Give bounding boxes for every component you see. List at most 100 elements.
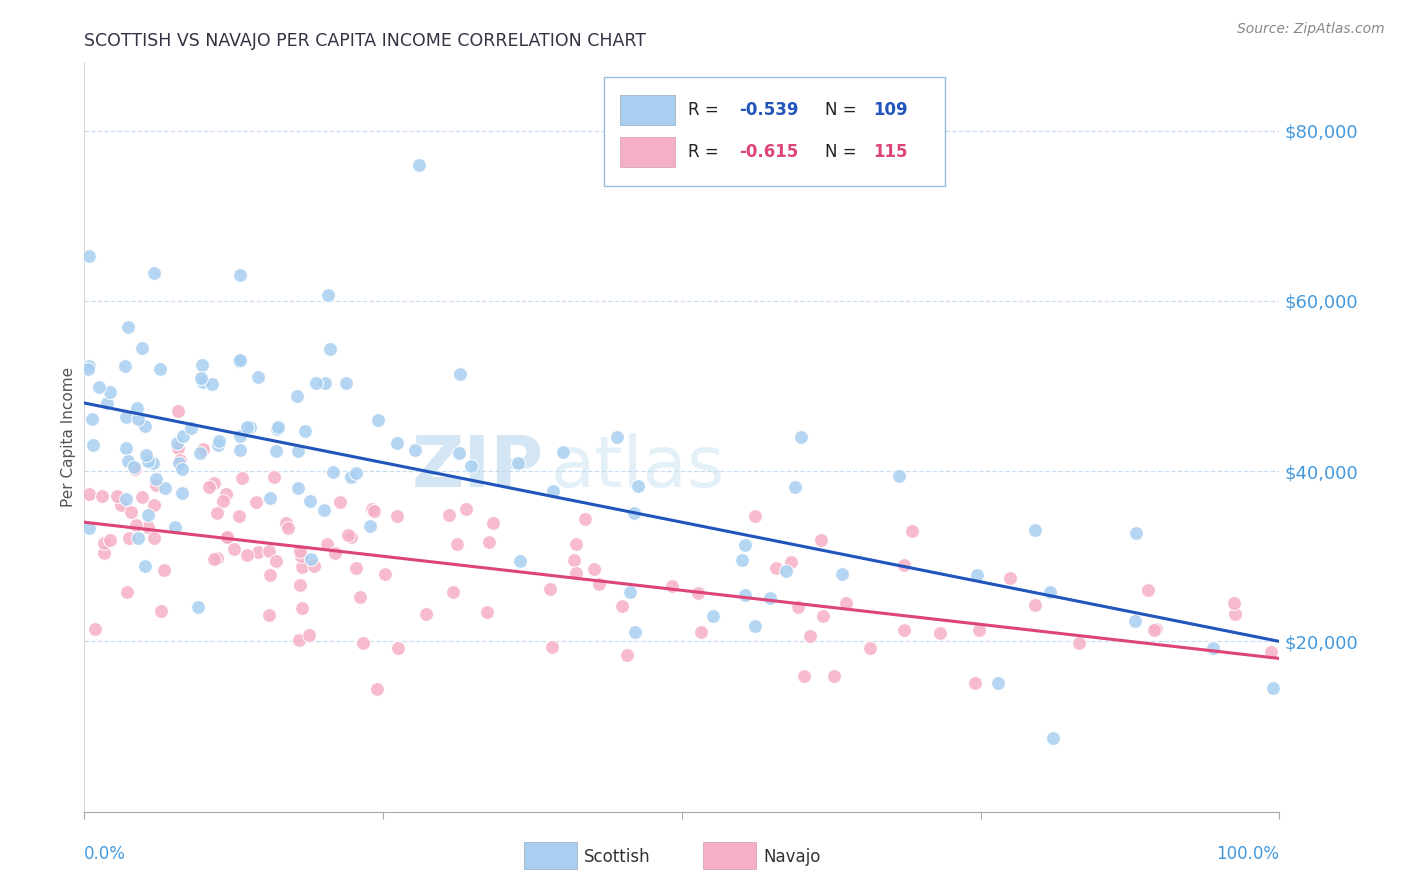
Point <box>439 508 461 522</box>
Point <box>765 561 787 575</box>
Text: 109: 109 <box>873 101 908 119</box>
Point <box>966 567 988 582</box>
Point <box>624 624 647 639</box>
Point <box>323 545 346 559</box>
Point <box>610 599 633 614</box>
Point <box>83 622 105 636</box>
Point <box>134 559 156 574</box>
Point <box>98 533 121 548</box>
Point <box>180 421 202 435</box>
Point <box>229 268 252 283</box>
Point <box>793 669 815 683</box>
Point <box>117 454 139 468</box>
Point <box>359 518 381 533</box>
Point <box>166 404 188 418</box>
Point <box>963 676 986 690</box>
Point <box>1024 598 1046 612</box>
Point <box>114 409 136 424</box>
Point <box>215 530 238 544</box>
Point <box>779 555 801 569</box>
Point <box>142 531 165 545</box>
Point <box>508 456 530 470</box>
Point <box>1143 623 1166 637</box>
Point <box>900 524 922 539</box>
Point <box>456 502 478 516</box>
Text: 100.0%: 100.0% <box>1216 846 1279 863</box>
Point <box>702 609 724 624</box>
Point <box>785 480 807 494</box>
Point <box>117 319 139 334</box>
Point <box>288 543 311 558</box>
Point <box>277 521 299 535</box>
Point <box>120 505 142 519</box>
Point <box>460 459 482 474</box>
Point <box>616 648 638 663</box>
Point <box>257 544 280 558</box>
Point <box>447 446 470 460</box>
Point <box>191 442 214 456</box>
Point <box>588 577 610 591</box>
Point <box>135 448 157 462</box>
Point <box>167 441 190 455</box>
Point <box>114 492 136 507</box>
Point <box>322 465 344 479</box>
Text: ZIP: ZIP <box>412 433 544 501</box>
Point <box>145 478 167 492</box>
Point <box>198 480 221 494</box>
Point <box>352 636 374 650</box>
Point <box>163 520 186 534</box>
Point <box>291 601 314 615</box>
Point <box>441 585 464 599</box>
Point <box>155 481 177 495</box>
Point <box>1137 583 1160 598</box>
Point <box>172 429 194 443</box>
Point <box>893 558 915 573</box>
Point <box>661 579 683 593</box>
FancyBboxPatch shape <box>703 842 756 870</box>
Point <box>335 376 357 391</box>
Text: R =: R = <box>688 101 724 119</box>
Point <box>215 487 238 501</box>
Point <box>167 456 190 470</box>
Point <box>606 430 628 444</box>
Point <box>190 371 212 385</box>
Text: Navajo: Navajo <box>763 847 821 865</box>
Point <box>340 530 363 544</box>
Point <box>288 577 311 591</box>
Point <box>449 368 471 382</box>
Point <box>1000 571 1022 585</box>
Point <box>831 566 853 581</box>
Point <box>509 554 531 568</box>
Point <box>316 537 339 551</box>
FancyBboxPatch shape <box>524 842 576 870</box>
Point <box>475 605 498 619</box>
Point <box>259 491 281 506</box>
Point <box>336 528 359 542</box>
Point <box>239 420 262 434</box>
Text: SCOTTISH VS NAVAJO PER CAPITA INCOME CORRELATION CHART: SCOTTISH VS NAVAJO PER CAPITA INCOME COR… <box>84 32 647 50</box>
Point <box>823 669 845 683</box>
Point <box>208 434 231 448</box>
Point <box>229 429 252 443</box>
Point <box>136 520 159 534</box>
Point <box>245 495 267 509</box>
Point <box>236 420 259 434</box>
Point <box>360 502 382 516</box>
Point <box>1039 585 1062 599</box>
Point <box>744 509 766 524</box>
Point <box>229 443 252 458</box>
Point <box>686 586 709 600</box>
Point <box>287 444 309 458</box>
Point <box>131 491 153 505</box>
Point <box>257 607 280 622</box>
Point <box>124 459 146 474</box>
Point <box>125 518 148 533</box>
Point <box>172 485 194 500</box>
Text: -0.615: -0.615 <box>740 144 799 161</box>
Text: 115: 115 <box>873 144 908 161</box>
Point <box>77 521 100 535</box>
Point <box>564 553 586 567</box>
Point <box>299 494 322 508</box>
Point <box>734 588 756 602</box>
Point <box>201 377 224 392</box>
